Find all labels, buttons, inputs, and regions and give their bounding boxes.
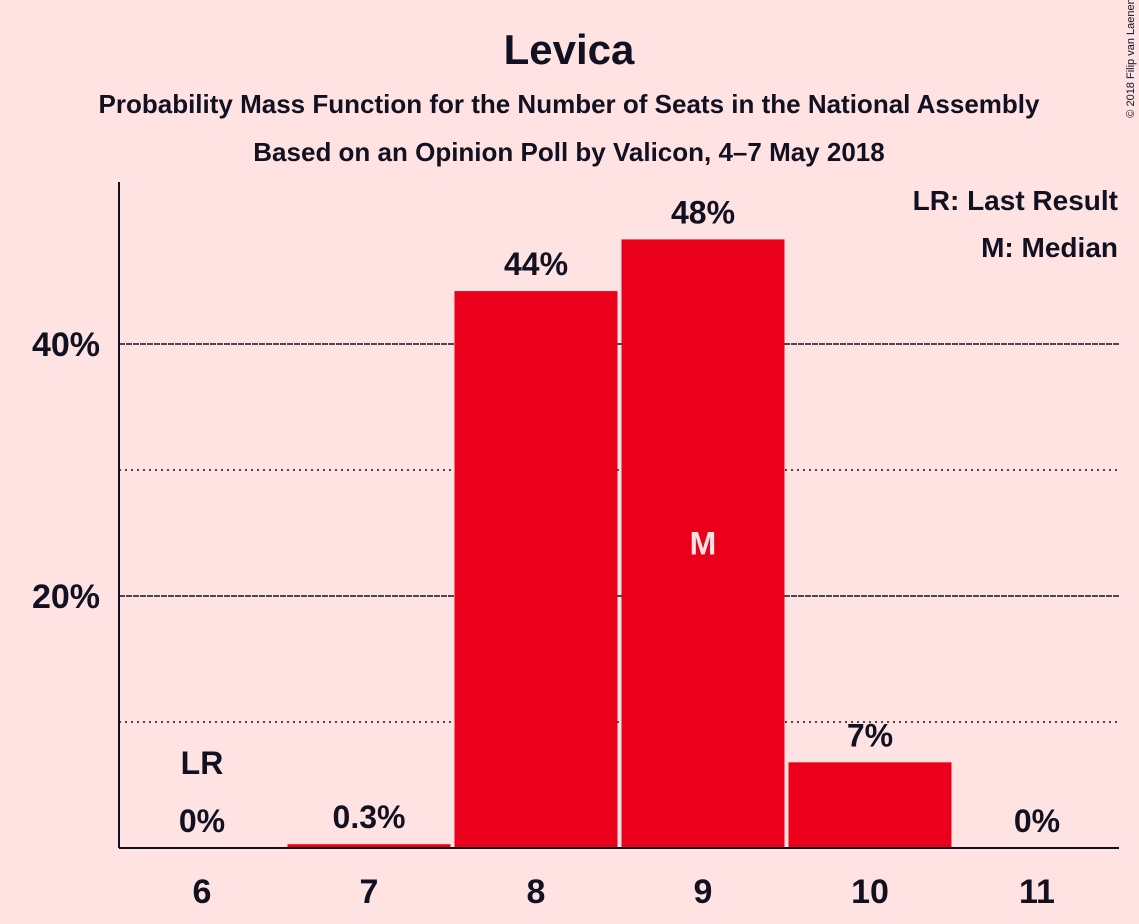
chart-subtitle: Probability Mass Function for the Number… (99, 89, 1041, 119)
value-label: 0% (179, 803, 225, 839)
x-tick-label: 9 (694, 873, 713, 911)
x-tick-label: 7 (360, 873, 379, 911)
legend-last-result: LR: Last Result (913, 185, 1118, 216)
median-marker: M (690, 526, 717, 562)
gridlines (119, 343, 1119, 723)
y-axis-ticks: 20% 40% (32, 326, 100, 616)
copyright-notice: © 2018 Filip van Laenen (1125, 0, 1137, 118)
bars (287, 239, 952, 849)
x-tick-label: 11 (1019, 873, 1055, 911)
x-tick-label: 6 (193, 873, 212, 911)
value-label: 0.3% (333, 799, 406, 835)
bar-seats-7 (287, 844, 451, 848)
y-tick-label: 40% (32, 326, 100, 364)
bar-seats-9 (621, 239, 785, 849)
x-tick-label: 8 (527, 873, 546, 911)
data-labels: 0% 0.3% 44% 48% 7% 0% LR M (179, 194, 1060, 839)
value-label: 7% (847, 717, 893, 753)
value-label: 48% (671, 194, 735, 230)
legend-median: M: Median (981, 232, 1118, 263)
x-tick-label: 10 (851, 873, 889, 911)
x-axis-ticks: 6 7 8 9 10 11 (193, 873, 1055, 911)
value-label: 0% (1014, 803, 1060, 839)
y-tick-label: 20% (32, 578, 100, 616)
chart-title: Levica (504, 26, 635, 73)
bar-seats-8 (454, 291, 618, 849)
chart-subtitle-poll: Based on an Opinion Poll by Valicon, 4–7… (253, 137, 884, 167)
bar-seats-10 (788, 762, 952, 848)
last-result-marker: LR (181, 745, 224, 781)
value-label: 44% (504, 246, 568, 282)
